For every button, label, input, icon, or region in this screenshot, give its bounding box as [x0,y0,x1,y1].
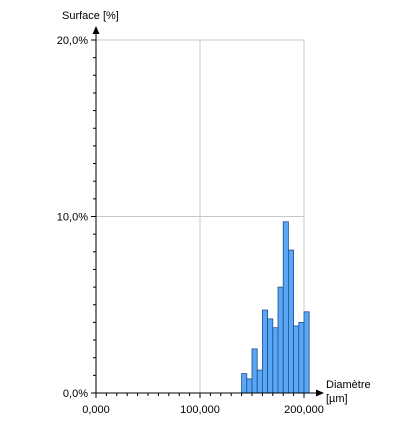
y-tick-label-0: 0,0% [63,388,88,400]
axes-layer [91,26,324,398]
bar-9 [287,249,294,394]
x-axis-arrow [316,389,324,397]
bar-8 [282,221,289,394]
labels-layer: Surface [%] Diamètre [µm] 0,0% 10,0% 20,0%… [57,10,371,416]
y-axis-arrow [92,26,100,34]
bar-5 [267,318,274,394]
bar-7 [277,286,284,394]
bar-1 [246,378,253,394]
y-tick-label-1: 10,0% [57,212,88,224]
bar-10 [293,325,300,394]
bar-3 [256,369,263,394]
bar-6 [272,327,279,394]
x-axis-title: Diamètre [326,379,371,391]
x-tick-label-2: 200,000 [284,404,324,416]
y-axis-title: Surface [%] [62,10,119,22]
bar-12 [303,311,310,394]
x-axis-unit: [µm] [326,393,348,405]
bar-11 [298,321,305,394]
y-tick-label-2: 20,0% [57,35,88,47]
bar-2 [251,348,258,394]
x-tick-label-0: 0,000 [82,404,110,416]
bar-4 [261,309,268,394]
x-tick-label-1: 100,000 [180,404,220,416]
bar-0 [241,373,248,394]
bars-layer [241,221,310,394]
